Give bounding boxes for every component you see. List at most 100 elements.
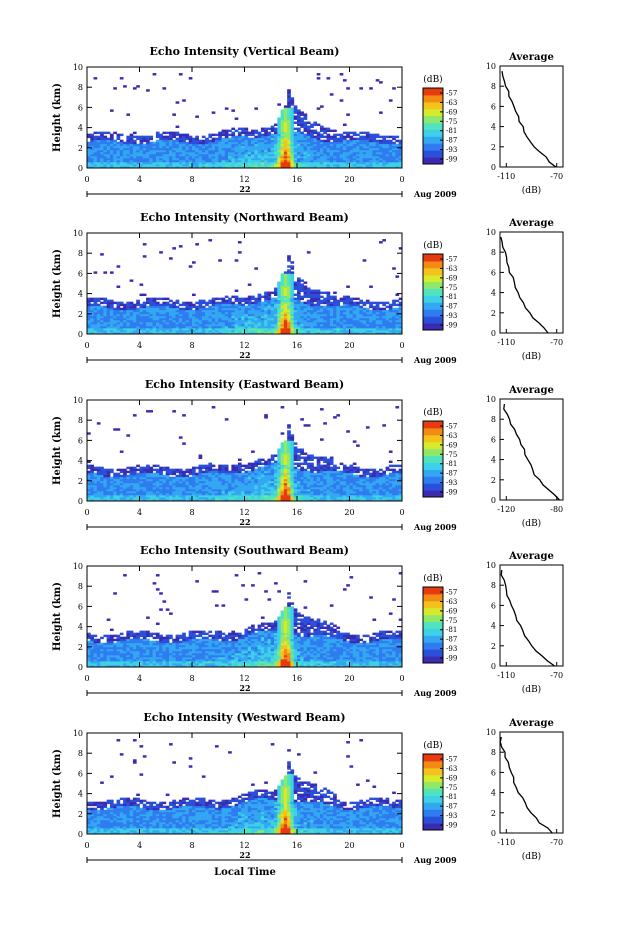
heatmap-cell <box>287 486 291 490</box>
heatmap-cell <box>290 129 295 133</box>
heatmap-cell <box>313 313 318 317</box>
heatmap-cell <box>287 329 291 333</box>
heatmap-cell <box>257 470 262 474</box>
date-day: 22 <box>239 350 250 360</box>
heatmap-cell <box>159 317 163 321</box>
heatmap-cell <box>100 145 104 149</box>
heatmap-cell <box>316 319 321 323</box>
heatmap-cell <box>247 484 252 488</box>
heatmap-cell <box>247 299 252 303</box>
heatmap-cell <box>214 496 219 500</box>
heatmap-cell <box>175 101 180 104</box>
heatmap-cell <box>178 470 183 474</box>
heatmap-cell <box>162 307 167 311</box>
heatmap-cell <box>182 139 186 143</box>
heatmap-cell <box>152 311 157 315</box>
heatmap-cell <box>165 317 170 321</box>
heatmap-cell <box>356 317 360 321</box>
heatmap-cell <box>96 135 101 139</box>
heatmap-cell <box>385 305 390 309</box>
heatmap-cell <box>96 131 101 135</box>
heatmap-cell <box>139 319 144 323</box>
heatmap-cell <box>119 155 124 159</box>
heatmap-cell <box>300 285 304 288</box>
heatmap-cell <box>218 141 222 145</box>
heatmap-cell <box>116 478 121 482</box>
heatmap-cell <box>313 163 318 167</box>
heatmap-cell <box>231 492 236 496</box>
heatmap-cell <box>297 287 301 290</box>
heatmap-cell <box>362 311 367 315</box>
heatmap-cell <box>326 163 331 167</box>
heatmap-cell <box>274 311 278 315</box>
heatmap-cell <box>247 474 252 478</box>
heatmap-cell <box>149 484 154 488</box>
heatmap-cell <box>129 137 134 141</box>
heatmap-cell <box>313 305 318 309</box>
heatmap-cell <box>283 277 288 280</box>
heatmap-cell <box>244 149 249 153</box>
heatmap-cell <box>290 155 295 159</box>
heatmap-cell <box>205 484 209 488</box>
heatmap-cell <box>234 311 239 315</box>
heatmap-cell <box>274 498 278 502</box>
heatmap-cell <box>369 305 373 309</box>
heatmap-cell <box>132 323 137 327</box>
heatmap-cell <box>139 151 144 155</box>
heatmap-cell <box>201 472 206 476</box>
heatmap-cell <box>205 151 209 155</box>
heatmap-cell <box>106 482 111 486</box>
heatmap-cell <box>297 299 301 303</box>
heatmap-cell <box>251 498 255 502</box>
heatmap-cell <box>287 474 291 478</box>
heatmap-cell <box>103 145 108 149</box>
heatmap-cell <box>326 325 331 329</box>
heatmap-cell <box>93 472 98 476</box>
heatmap-cell <box>264 472 268 476</box>
heatmap-cell <box>100 327 104 331</box>
heatmap-cell <box>142 498 147 502</box>
heatmap-cell <box>329 149 334 153</box>
heatmap-cell <box>392 267 396 270</box>
heatmap-cell <box>218 305 222 309</box>
heatmap-cell <box>126 476 131 480</box>
heatmap-cell <box>297 309 301 313</box>
heatmap-cell <box>326 331 331 335</box>
heatmap-cell <box>218 307 222 311</box>
heatmap-cell <box>264 293 268 297</box>
heatmap-cell <box>293 307 298 311</box>
heatmap-cell <box>352 301 357 305</box>
heatmap-cell <box>287 480 291 484</box>
heatmap-cell <box>257 325 262 329</box>
heatmap-cell <box>316 317 321 321</box>
heatmap-cell <box>398 305 403 309</box>
heatmap-cell <box>178 311 183 315</box>
heatmap-cell <box>257 313 262 317</box>
heatmap-cell <box>365 327 370 331</box>
heatmap-cell <box>293 329 298 333</box>
heatmap-cell <box>152 315 157 319</box>
heatmap-cell <box>155 153 160 157</box>
heatmap-cell <box>333 321 337 325</box>
heatmap-cell <box>362 161 367 165</box>
heatmap-cell <box>93 492 98 496</box>
heatmap-cell <box>270 321 275 325</box>
heatmap-cell <box>106 141 111 145</box>
heatmap-cell <box>283 440 288 443</box>
heatmap-cell <box>87 472 91 476</box>
heatmap-cell <box>395 315 400 319</box>
heatmap-cell <box>109 271 114 274</box>
colorbar-tick-label: -57 <box>446 256 457 264</box>
heatmap-cell <box>188 498 193 502</box>
heatmap-cell <box>136 482 140 486</box>
heatmap-cell <box>287 440 291 443</box>
heatmap-cell <box>237 307 242 311</box>
heatmap-cell <box>169 165 173 169</box>
heatmap-cell <box>126 145 131 149</box>
heatmap-cell <box>136 486 140 490</box>
heatmap-cell <box>382 317 386 321</box>
heatmap-cell <box>237 319 242 323</box>
heatmap-cell <box>247 480 252 484</box>
heatmap-cell <box>234 466 239 470</box>
heatmap-cell <box>306 135 311 139</box>
